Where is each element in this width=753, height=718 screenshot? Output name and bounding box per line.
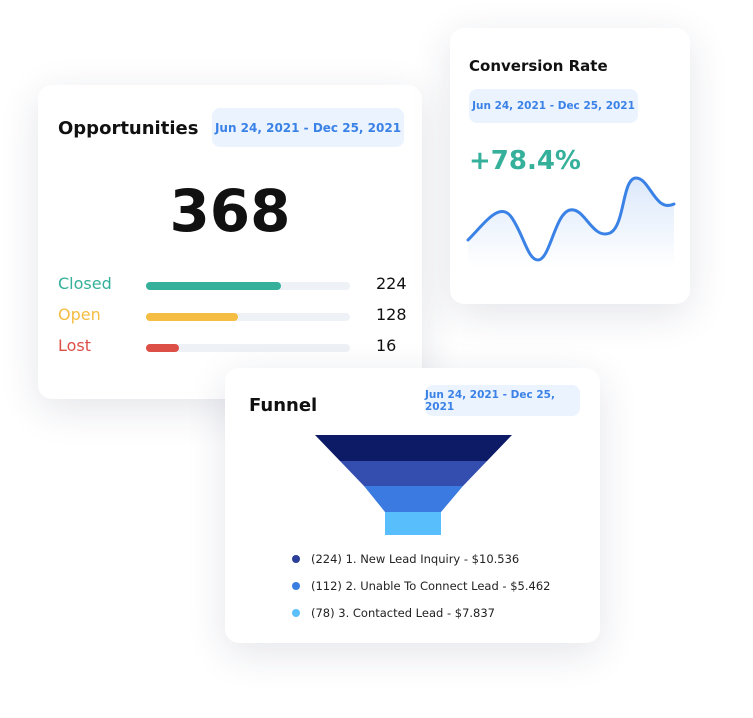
legend-label: (78) 3. Contacted Lead - $7.837: [311, 606, 495, 620]
status-label: Lost: [58, 336, 92, 355]
status-value: 224: [376, 274, 407, 293]
funnel-date-range[interactable]: Jun 24, 2021 - Dec 25, 2021: [425, 385, 580, 416]
conversion-date-range[interactable]: Jun 24, 2021 - Dec 25, 2021: [469, 89, 638, 123]
status-row-open: Open 128: [58, 305, 408, 329]
opportunities-total: 368: [169, 177, 291, 245]
funnel-layer-3: [364, 486, 463, 512]
opportunities-date-range[interactable]: Jun 24, 2021 - Dec 25, 2021: [212, 108, 404, 147]
funnel-layer-4: [385, 512, 441, 535]
sparkline-area: [468, 178, 674, 268]
status-row-closed: Closed 224: [58, 274, 408, 298]
opportunities-card: Opportunities Jun 24, 2021 - Dec 25, 202…: [38, 85, 422, 399]
opportunities-title: Opportunities: [58, 118, 199, 139]
funnel-title: Funnel: [249, 395, 318, 416]
funnel-legend-item: (78) 3. Contacted Lead - $7.837: [292, 606, 495, 620]
progress-track: [146, 344, 350, 352]
status-value: 16: [376, 336, 397, 355]
conversion-value: +78.4%: [469, 146, 581, 176]
status-value: 128: [376, 305, 407, 324]
conversion-sparkline: [466, 176, 676, 268]
progress-fill: [146, 282, 281, 290]
legend-label: (112) 2. Unable To Connect Lead - $5.462: [311, 579, 551, 593]
funnel-legend-item: (224) 1. New Lead Inquiry - $10.536: [292, 552, 519, 566]
status-label: Open: [58, 305, 101, 324]
legend-dot-icon: [292, 555, 300, 563]
sparkline-line: [466, 176, 676, 262]
funnel-chart: [315, 435, 512, 535]
status-label: Closed: [58, 274, 112, 293]
funnel-card: Funnel Jun 24, 2021 - Dec 25, 2021 (224)…: [225, 368, 600, 643]
funnel-layer-2: [340, 461, 487, 486]
progress-fill: [146, 344, 179, 352]
funnel-layer-1: [315, 435, 512, 461]
legend-dot-icon: [292, 582, 300, 590]
progress-track: [146, 313, 350, 321]
progress-fill: [146, 313, 238, 321]
progress-track: [146, 282, 350, 290]
status-row-lost: Lost 16: [58, 336, 408, 360]
conversion-title: Conversion Rate: [469, 57, 608, 75]
conversion-rate-card: Conversion Rate Jun 24, 2021 - Dec 25, 2…: [450, 28, 690, 304]
legend-dot-icon: [292, 609, 300, 617]
funnel-legend-item: (112) 2. Unable To Connect Lead - $5.462: [292, 579, 550, 593]
legend-label: (224) 1. New Lead Inquiry - $10.536: [311, 552, 520, 566]
